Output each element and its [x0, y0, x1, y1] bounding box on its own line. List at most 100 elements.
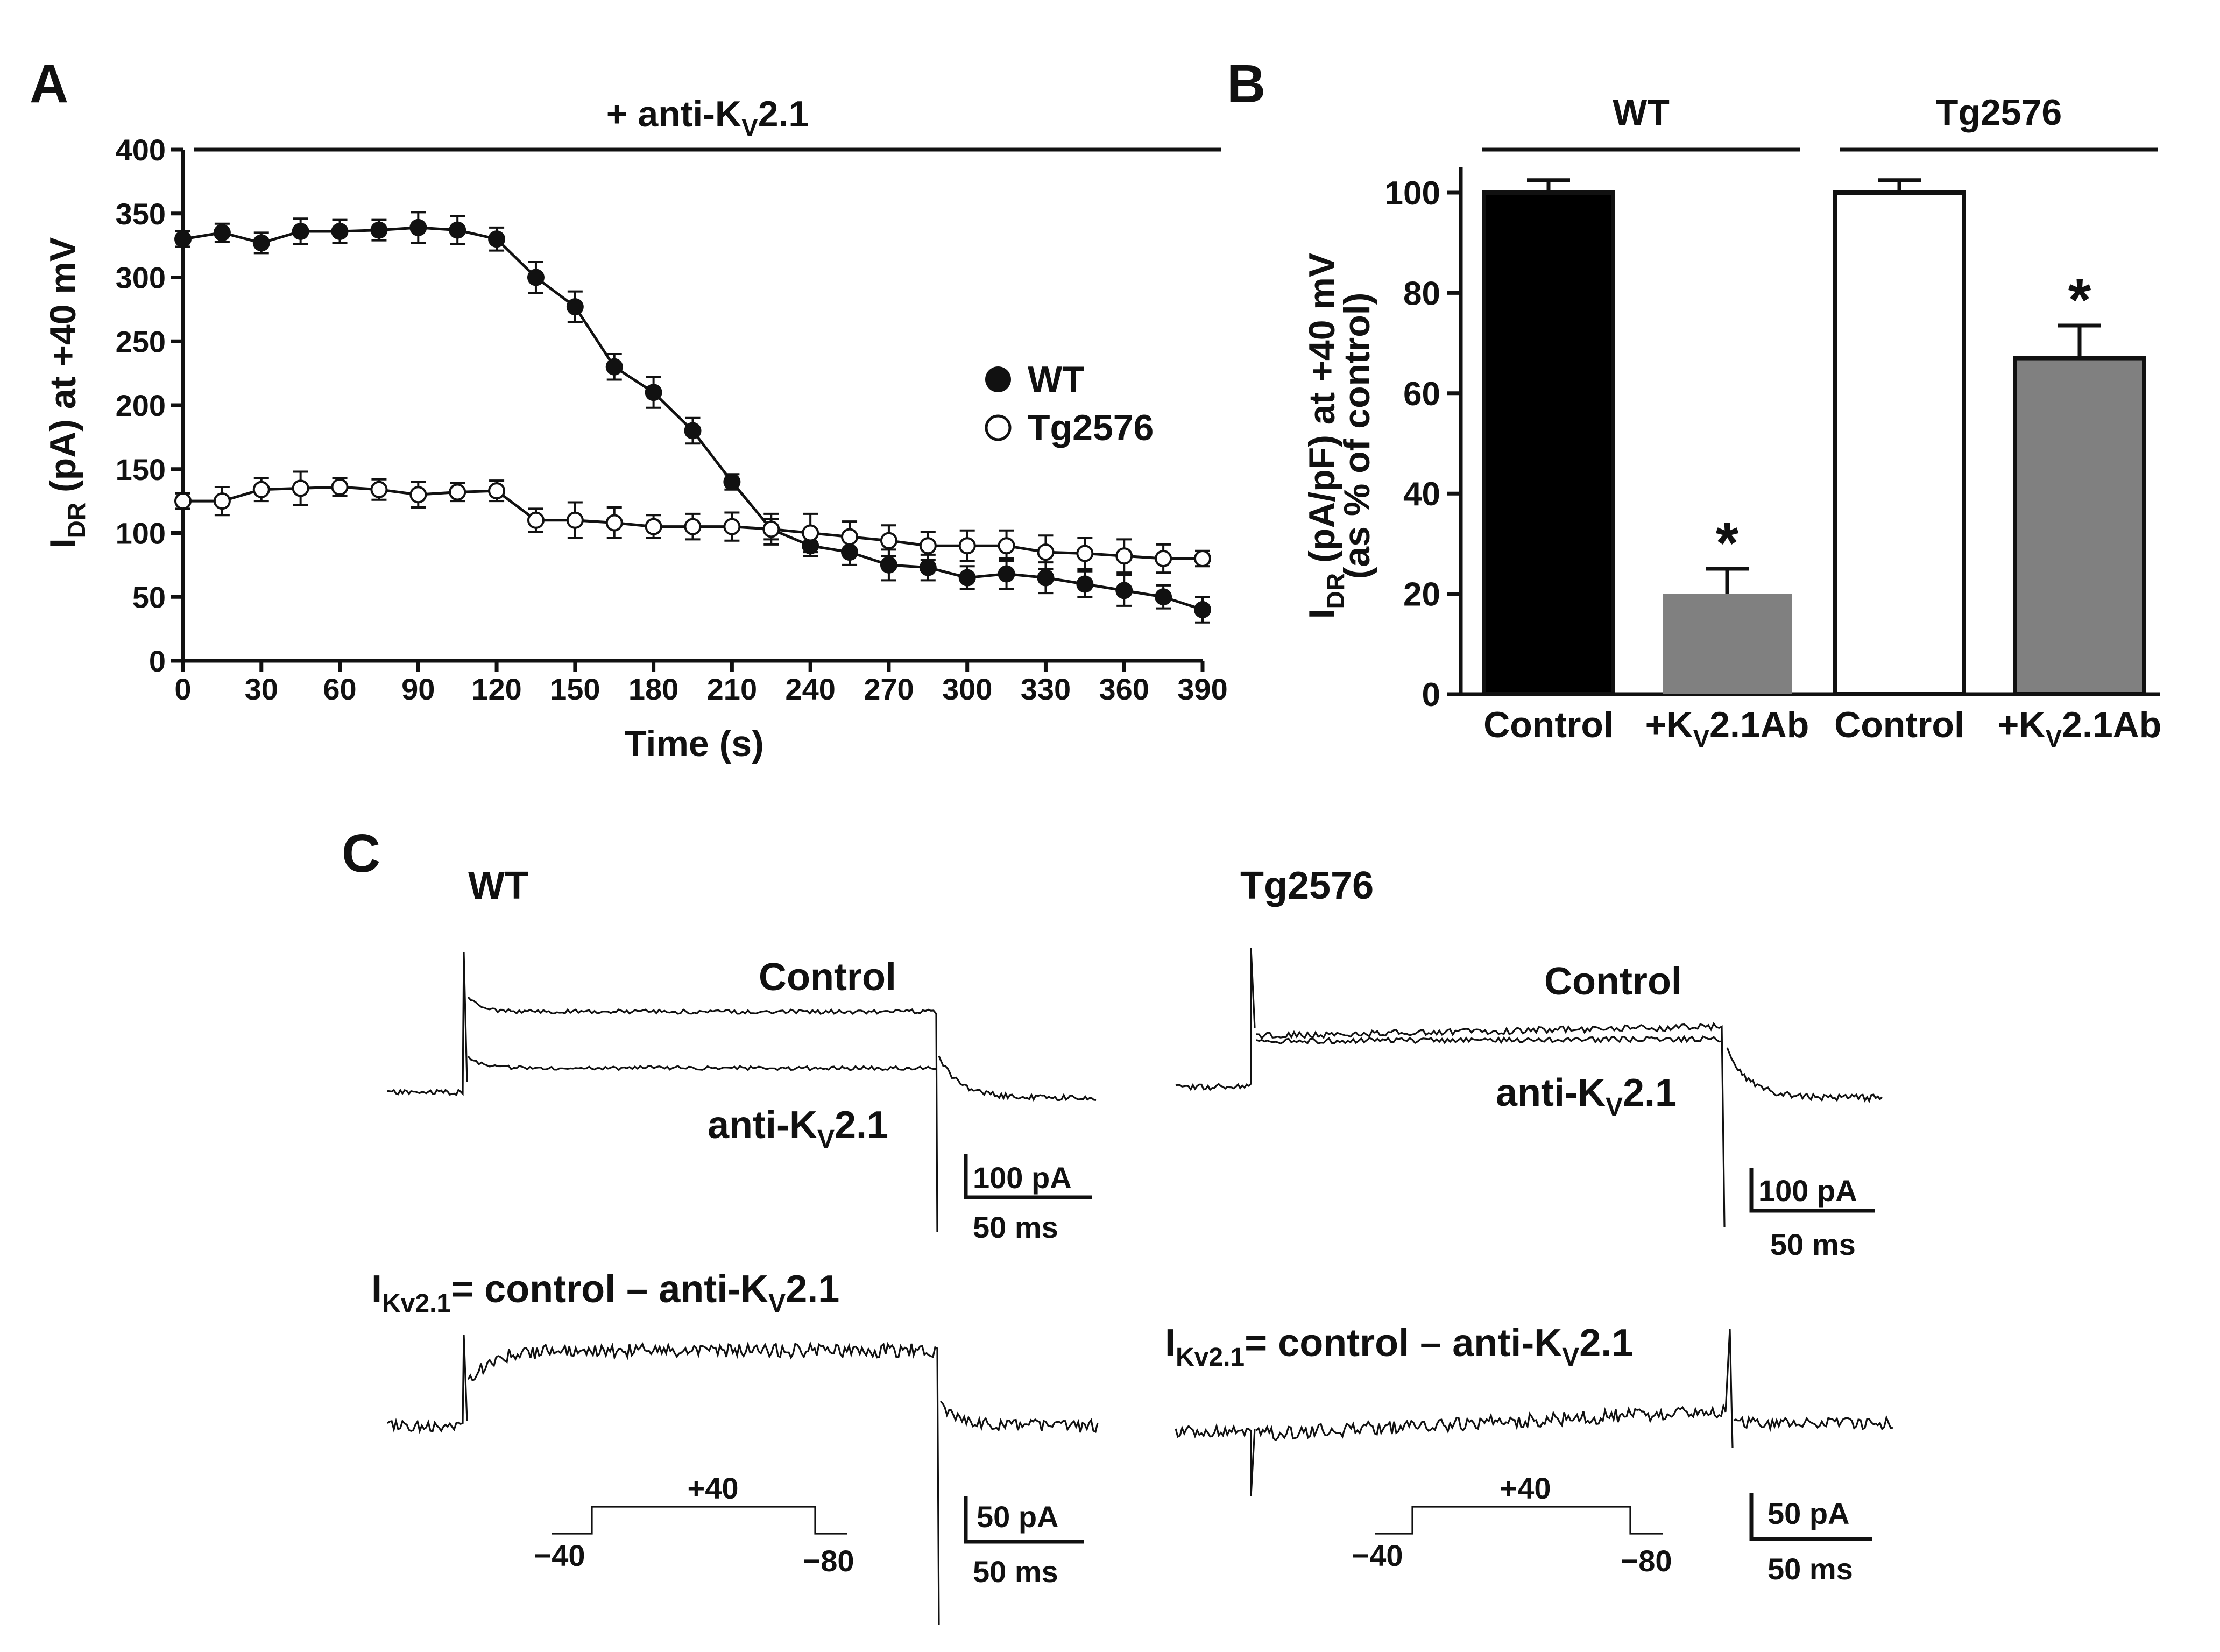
- error-bar-tg-control: [1878, 178, 1921, 193]
- panel-b-letter: B: [1227, 54, 1265, 114]
- group-label-tg2576: Tg2576: [1936, 92, 2062, 133]
- wt-protocol-post: −80: [803, 1544, 854, 1578]
- tg-anti-kv21-trace: [1256, 1035, 1722, 1045]
- data-point-tg2576: [527, 511, 545, 529]
- tg-top-scale-bar: 100 pA 50 ms: [1749, 1168, 1875, 1261]
- data-point-wt: [880, 556, 897, 574]
- x-tick-label-tg-antibody: +KV2.1Ab: [1998, 704, 2162, 752]
- tg-top-scale-current: 100 pA: [1758, 1174, 1857, 1208]
- data-point-wt: [527, 269, 545, 286]
- data-point-wt: [998, 565, 1015, 583]
- group-label-wt: WT: [1613, 92, 1670, 133]
- legend-label-wt: WT: [1028, 359, 1085, 400]
- bar-tg-control: [1833, 190, 1966, 696]
- data-point-wt: [605, 358, 623, 376]
- error-bar-wt-antibody: [1706, 567, 1749, 594]
- panel-a-x-tick-label: 300: [942, 672, 992, 706]
- panel-a-y-axis-title: IDR (pA) at +40 mV: [43, 237, 90, 549]
- data-point-wt: [566, 298, 584, 316]
- data-point-wt: [645, 384, 662, 401]
- tg-protocol-hold: −40: [1352, 1538, 1403, 1572]
- tg-voltage-protocol: +40 −40 −80: [1352, 1471, 1672, 1578]
- panel-a-x-tick-label: 30: [245, 672, 278, 706]
- wt-bottom-scale-time: 50 ms: [973, 1555, 1058, 1589]
- data-point-wt: [409, 218, 427, 236]
- panel-b-axes: 0 20 40 60 80 100: [1385, 167, 2160, 714]
- wt-bottom-scale-bar: 50 pA 50 ms: [964, 1496, 1084, 1589]
- data-point-wt: [370, 221, 388, 239]
- panel-a-x-tick-label: 120: [471, 672, 521, 706]
- panel-b-y-tick-label: 60: [1403, 376, 1440, 413]
- data-point-wt: [488, 230, 506, 248]
- bar-wt-antibody: [1663, 594, 1792, 694]
- tg-control-label: Control: [1544, 960, 1682, 1003]
- panel-a-x-tick-label: 330: [1021, 672, 1071, 706]
- panel-b-y-tick-label: 40: [1403, 476, 1440, 513]
- data-point-tg2576: [370, 481, 388, 498]
- data-point-tg2576: [1076, 545, 1094, 562]
- data-point-tg2576: [958, 537, 976, 555]
- bar-wt-control: [1482, 190, 1615, 696]
- wt-bottom-scale-current: 50 pA: [977, 1500, 1059, 1534]
- panel-b-y-tick-label: 100: [1385, 175, 1440, 212]
- legend-label-tg2576: Tg2576: [1028, 407, 1154, 448]
- data-point-wt: [331, 223, 349, 240]
- tg-anti-kv21-label: anti-KV2.1: [1496, 1071, 1677, 1121]
- tg-bottom-scale-bar: 50 pA 50 ms: [1749, 1493, 1872, 1586]
- panel-a-x-tick-label: 360: [1099, 672, 1149, 706]
- data-point-wt: [1194, 601, 1211, 618]
- panel-a-x-axis-title: Time (s): [624, 723, 763, 764]
- panel-a-x-tick-label: 390: [1177, 672, 1227, 706]
- panel-a-y-tick-label: 0: [149, 644, 166, 678]
- wt-control-label: Control: [759, 956, 896, 999]
- data-point-wt: [1155, 588, 1172, 606]
- tg-protocol-post: −80: [1621, 1544, 1672, 1578]
- wt-protocol-step: +40: [688, 1471, 739, 1505]
- wt-control-trace: [387, 952, 1097, 1233]
- tg-bottom-scale-current: 50 pA: [1767, 1496, 1850, 1530]
- x-tick-label-tg-control: Control: [1834, 704, 1964, 745]
- data-point-wt: [1037, 569, 1055, 587]
- data-point-tg2576: [723, 518, 741, 535]
- data-point-wt: [292, 223, 309, 240]
- panel-a-x-tick-label: 150: [550, 672, 600, 706]
- panel-b-y-tick-label: 20: [1403, 576, 1440, 613]
- tg-difference-trace: [1175, 1329, 1893, 1496]
- data-point-tg2576: [331, 478, 349, 496]
- panel-a-x-tick-label: 90: [401, 672, 435, 706]
- data-point-wt: [958, 569, 976, 587]
- tg-top-scale-time: 50 ms: [1770, 1227, 1856, 1261]
- data-point-wt: [1115, 582, 1133, 599]
- panel-a-x-tick-label: 210: [707, 672, 757, 706]
- data-point-tg2576: [292, 479, 309, 497]
- panel-b-y-tick-label: 80: [1403, 275, 1440, 312]
- data-point-tg2576: [488, 482, 506, 500]
- wt-top-scale-time: 50 ms: [973, 1210, 1058, 1244]
- legend-marker-wt: [985, 366, 1011, 392]
- panel-a-x-tick-label: 270: [864, 672, 914, 706]
- significance-star-wt-antibody: *: [1716, 510, 1739, 576]
- wt-top-scale-current: 100 pA: [973, 1161, 1072, 1195]
- legend-marker-tg2576: [985, 414, 1012, 441]
- tg2576-trace-title: Tg2576: [1240, 864, 1374, 907]
- panel-a-series: [174, 211, 1211, 624]
- panel-b-y-axis-title-line2: (as % of control): [1337, 293, 1377, 580]
- data-point-tg2576: [1037, 543, 1055, 561]
- panel-a-y-tick-label: 400: [116, 133, 166, 167]
- data-point-tg2576: [1155, 550, 1172, 567]
- panel-a-top-label: + anti-KV2.1: [606, 94, 809, 142]
- data-point-wt: [213, 224, 231, 242]
- tg-control-trace: [1175, 948, 1883, 1227]
- bar-tg-antibody: [2013, 356, 2146, 696]
- data-point-tg2576: [566, 511, 584, 529]
- panel-a-x-tick-label: 0: [174, 672, 191, 706]
- data-point-tg2576: [409, 486, 427, 504]
- panel-a-axes: 0 50 100 150 200 250 300 350 400 0 30 60 90 120 150 180…: [116, 133, 1228, 706]
- data-point-tg2576: [998, 537, 1015, 555]
- wt-voltage-protocol: +40 −40 −80: [534, 1471, 854, 1578]
- data-point-wt: [1076, 575, 1094, 593]
- panel-a-y-tick-label: 150: [116, 453, 166, 486]
- tg-protocol-step: +40: [1500, 1471, 1551, 1505]
- panel-a-y-tick-label: 350: [116, 197, 166, 231]
